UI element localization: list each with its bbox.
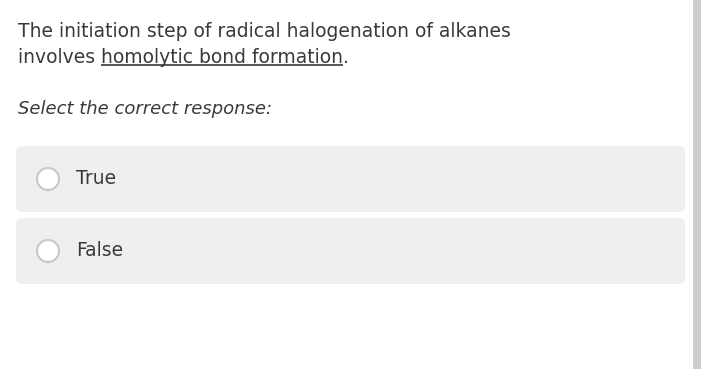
FancyBboxPatch shape xyxy=(16,146,685,212)
Text: homolytic bond formation: homolytic bond formation xyxy=(101,48,343,67)
Circle shape xyxy=(37,240,59,262)
Text: .: . xyxy=(343,48,349,67)
Text: True: True xyxy=(76,169,116,189)
Bar xyxy=(693,0,701,369)
FancyBboxPatch shape xyxy=(16,218,685,284)
Text: The initiation step of radical halogenation of alkanes: The initiation step of radical halogenat… xyxy=(18,22,511,41)
Text: involves: involves xyxy=(18,48,101,67)
Text: False: False xyxy=(76,241,123,261)
Circle shape xyxy=(37,168,59,190)
Text: Select the correct response:: Select the correct response: xyxy=(18,100,272,118)
